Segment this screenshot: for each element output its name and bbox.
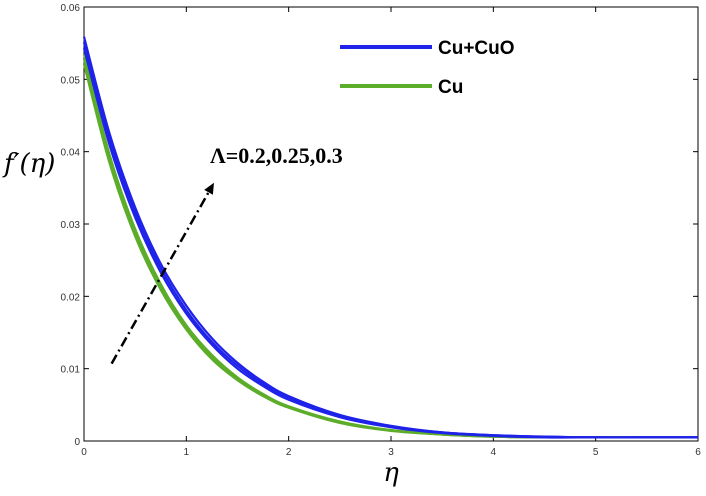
x-tick-label: 4 bbox=[491, 447, 497, 458]
annotation-arrow bbox=[110, 191, 210, 365]
x-axis-label: η bbox=[383, 458, 399, 488]
legend-label-cu-cuo: Cu+CuO bbox=[438, 38, 515, 59]
series-line-cu-cuo-3 bbox=[82, 47, 698, 439]
y-tick-label: 0.02 bbox=[61, 292, 81, 303]
legend: Cu+CuO Cu bbox=[340, 38, 515, 98]
y-axis-ticks: 0 0.01 0.02 0.03 0.04 0.05 0.06 bbox=[61, 3, 698, 448]
annotation-label: Λ=0.2,0.25,0.3 bbox=[210, 143, 343, 168]
y-tick-label: 0 bbox=[74, 437, 80, 448]
x-tick-label: 2 bbox=[286, 447, 292, 458]
annotation: Λ=0.2,0.25,0.3 bbox=[110, 143, 343, 365]
legend-label-cu: Cu bbox=[438, 77, 463, 98]
plot-area bbox=[83, 6, 699, 442]
series-lines bbox=[82, 36, 698, 439]
y-axis-label: f′(η) bbox=[2, 149, 55, 179]
y-tick-label: 0.05 bbox=[61, 75, 81, 86]
x-tick-label: 1 bbox=[184, 447, 190, 458]
x-tick-label: 6 bbox=[695, 447, 701, 458]
annotation-arrow-head bbox=[204, 182, 214, 195]
y-tick-label: 0.01 bbox=[61, 365, 81, 376]
x-tick-label: 3 bbox=[388, 447, 394, 458]
x-tick-label: 0 bbox=[81, 447, 87, 458]
x-tick-label: 5 bbox=[593, 447, 599, 458]
y-tick-label: 0.04 bbox=[61, 148, 81, 159]
y-tick-label: 0.06 bbox=[61, 3, 81, 14]
y-tick-label: 0.03 bbox=[61, 220, 81, 231]
